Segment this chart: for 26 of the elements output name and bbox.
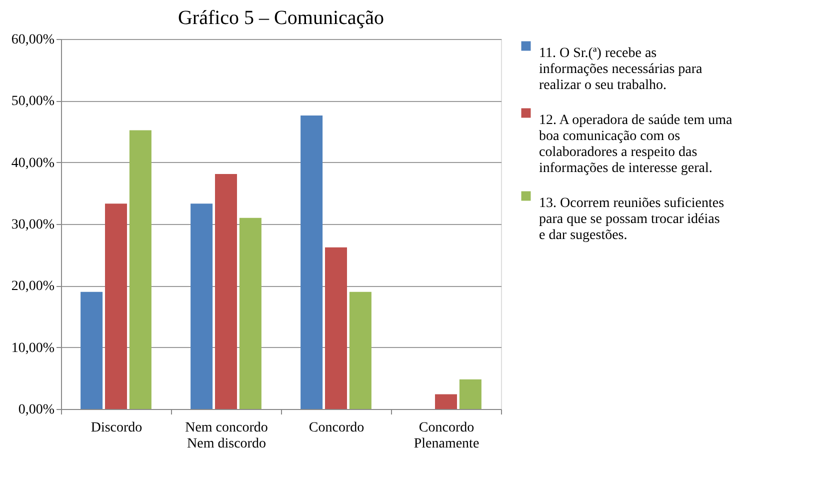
bar <box>459 379 482 409</box>
x-tick-label: Discordo <box>90 420 142 436</box>
legend-label: 13. Ocorrem reuniões suficientes para que se possam trocar idéias e dar sugestões. <box>539 196 724 243</box>
bar <box>80 292 103 409</box>
bar <box>215 174 237 409</box>
x-tick-label: Nem concordo Nem discordo <box>185 420 268 452</box>
legend-label: 11. O Sr.(ª) recebe as informações necessárias para realizar o seu trabalho. <box>539 46 704 93</box>
y-tick-label: 60,00% <box>11 32 55 48</box>
bar <box>129 130 152 409</box>
legend-label: 12. A operadora de saúde tem uma boa comunicação com os colaboradores a respeito das informações de interesse geral. <box>539 113 734 176</box>
y-tick-label: 20,00% <box>11 279 55 294</box>
bar <box>190 204 213 409</box>
y-tick-label: 30,00% <box>11 218 55 232</box>
chart-title: Gráfico 5 – Comunicação <box>178 7 384 29</box>
bar <box>325 247 347 409</box>
x-tick-label: Concordo <box>308 420 364 436</box>
bar <box>300 115 323 409</box>
y-tick-label: 40,00% <box>11 156 55 171</box>
y-tick-label: 0,00% <box>18 402 55 418</box>
y-tick-label: 50,00% <box>11 94 55 110</box>
bar <box>105 204 127 409</box>
bar <box>349 292 372 409</box>
bar <box>435 394 457 409</box>
bar <box>239 218 262 409</box>
y-tick-label: 10,00% <box>11 340 55 356</box>
x-tick-label: Concordo Plenamente <box>414 420 480 452</box>
